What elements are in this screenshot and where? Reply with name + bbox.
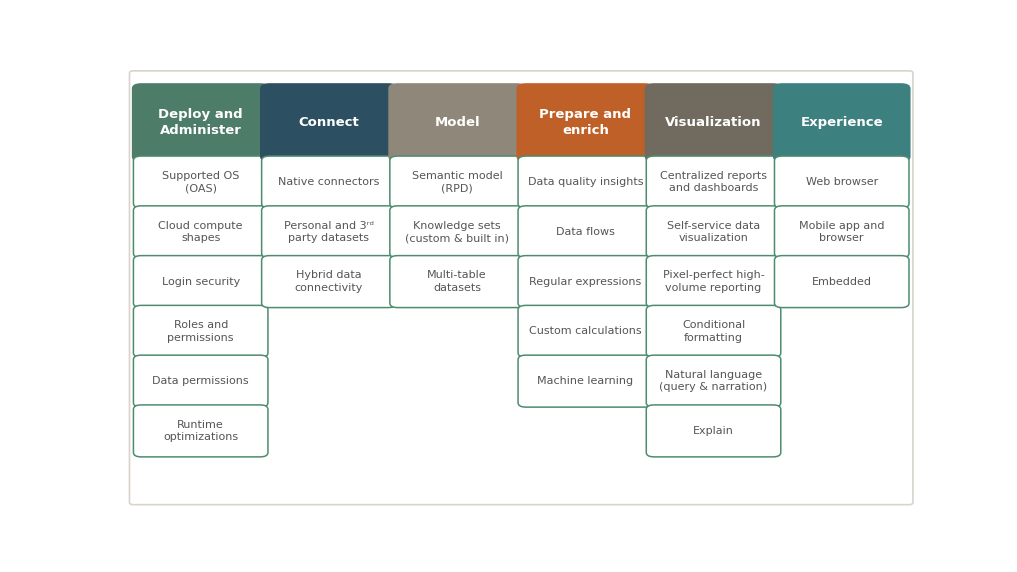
- Text: Deploy and
Administer: Deploy and Administer: [159, 108, 243, 137]
- FancyBboxPatch shape: [260, 83, 398, 162]
- Text: Data quality insights: Data quality insights: [528, 177, 643, 187]
- Text: Embedded: Embedded: [812, 277, 872, 287]
- FancyBboxPatch shape: [133, 256, 267, 308]
- Text: Self-service data
visualization: Self-service data visualization: [667, 221, 760, 243]
- Text: Runtime
optimizations: Runtime optimizations: [163, 420, 238, 442]
- Text: Conditional
formatting: Conditional formatting: [682, 320, 745, 343]
- Text: Login security: Login security: [162, 277, 240, 287]
- Text: Model: Model: [434, 116, 480, 129]
- FancyBboxPatch shape: [133, 355, 267, 407]
- Text: Native connectors: Native connectors: [279, 177, 379, 187]
- FancyBboxPatch shape: [646, 355, 781, 407]
- Text: Personal and 3ʳᵈ
party datasets: Personal and 3ʳᵈ party datasets: [284, 221, 374, 243]
- Text: Roles and
permissions: Roles and permissions: [168, 320, 234, 343]
- FancyBboxPatch shape: [133, 156, 267, 208]
- Text: Multi-table
datasets: Multi-table datasets: [427, 271, 487, 293]
- Text: Semantic model
(RPD): Semantic model (RPD): [412, 171, 502, 193]
- Text: Supported OS
(OAS): Supported OS (OAS): [162, 171, 239, 193]
- Text: Pixel-perfect high-
volume reporting: Pixel-perfect high- volume reporting: [663, 271, 765, 293]
- Text: Centralized reports
and dashboards: Centralized reports and dashboards: [660, 171, 767, 193]
- FancyBboxPatch shape: [129, 71, 913, 505]
- FancyBboxPatch shape: [646, 305, 781, 358]
- Text: Web browser: Web browser: [805, 177, 878, 187]
- FancyBboxPatch shape: [646, 405, 781, 457]
- FancyBboxPatch shape: [645, 83, 782, 162]
- FancyBboxPatch shape: [390, 256, 525, 308]
- FancyBboxPatch shape: [133, 405, 267, 457]
- Text: Experience: Experience: [800, 116, 883, 129]
- Text: Data permissions: Data permissions: [153, 376, 249, 386]
- FancyBboxPatch shape: [133, 305, 267, 358]
- FancyBboxPatch shape: [517, 83, 654, 162]
- FancyBboxPatch shape: [261, 156, 397, 208]
- FancyBboxPatch shape: [775, 256, 909, 308]
- FancyBboxPatch shape: [261, 206, 397, 258]
- FancyBboxPatch shape: [518, 355, 653, 407]
- Text: Explain: Explain: [694, 426, 734, 436]
- FancyBboxPatch shape: [133, 206, 267, 258]
- Text: Hybrid data
connectivity: Hybrid data connectivity: [295, 271, 363, 293]
- Text: Cloud compute
shapes: Cloud compute shapes: [159, 221, 243, 243]
- FancyBboxPatch shape: [518, 206, 653, 258]
- Text: Connect: Connect: [299, 116, 359, 129]
- FancyBboxPatch shape: [646, 256, 781, 308]
- Text: Prepare and
enrich: Prepare and enrich: [539, 108, 632, 137]
- FancyBboxPatch shape: [261, 256, 397, 308]
- FancyBboxPatch shape: [775, 156, 909, 208]
- FancyBboxPatch shape: [646, 206, 781, 258]
- Text: Knowledge sets
(custom & built in): Knowledge sets (custom & built in): [405, 221, 510, 243]
- FancyBboxPatch shape: [518, 256, 653, 308]
- FancyBboxPatch shape: [518, 156, 653, 208]
- Text: Visualization: Visualization: [665, 116, 762, 129]
- FancyBboxPatch shape: [773, 83, 910, 162]
- Text: Machine learning: Machine learning: [537, 376, 634, 386]
- FancyBboxPatch shape: [390, 156, 525, 208]
- FancyBboxPatch shape: [388, 83, 526, 162]
- Text: Mobile app and
browser: Mobile app and browser: [799, 221, 885, 243]
- Text: Data flows: Data flows: [556, 227, 614, 237]
- FancyBboxPatch shape: [775, 206, 909, 258]
- Text: Natural language
(query & narration): Natural language (query & narration): [659, 370, 768, 392]
- FancyBboxPatch shape: [390, 206, 525, 258]
- Text: Custom calculations: Custom calculations: [529, 327, 642, 336]
- FancyBboxPatch shape: [646, 156, 781, 208]
- FancyBboxPatch shape: [132, 83, 270, 162]
- FancyBboxPatch shape: [518, 305, 653, 358]
- Text: Regular expressions: Regular expressions: [529, 277, 642, 287]
